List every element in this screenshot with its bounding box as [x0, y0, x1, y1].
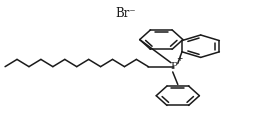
Text: +: +	[176, 54, 183, 63]
Text: Br⁻: Br⁻	[115, 7, 136, 20]
Text: P: P	[170, 62, 178, 71]
